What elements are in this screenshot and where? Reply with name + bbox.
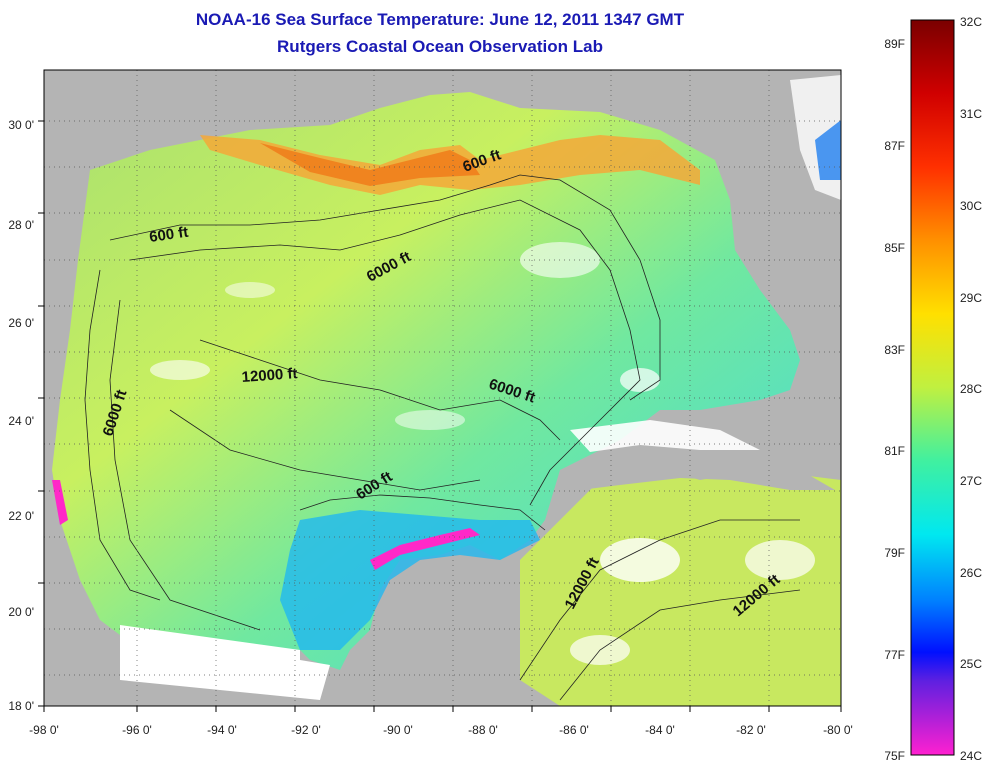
lon-tick-label: -98 0' xyxy=(29,723,59,737)
lat-tick-label: 28 0' xyxy=(8,218,34,232)
cb-label-c: 25C xyxy=(960,657,982,671)
cb-label-c: 29C xyxy=(960,291,982,305)
cuba-land xyxy=(560,450,835,490)
lon-tick-label: -84 0' xyxy=(645,723,675,737)
cb-label-c: 30C xyxy=(960,199,982,213)
cool-band xyxy=(280,510,540,650)
lat-tick-label: 30 0' xyxy=(8,118,34,132)
cb-label-c: 28C xyxy=(960,382,982,396)
lon-tick-label: -82 0' xyxy=(736,723,766,737)
longitude-labels: -98 0' -96 0' -94 0' -92 0' -90 0' -88 0… xyxy=(29,723,853,737)
cb-label-c: 24C xyxy=(960,749,982,763)
gulf-water xyxy=(52,92,800,670)
cb-label-c: 26C xyxy=(960,566,982,580)
cb-label-f: 87F xyxy=(884,139,905,153)
lon-tick-label: -92 0' xyxy=(291,723,321,737)
tick-marks xyxy=(38,120,842,712)
graticule xyxy=(44,70,841,706)
cb-label-f: 83F xyxy=(884,343,905,357)
lat-tick-label: 24 0' xyxy=(8,414,34,428)
cb-label-c: 31C xyxy=(960,107,982,121)
cb-label-c: 32C xyxy=(960,15,982,29)
cb-label-f: 89F xyxy=(884,37,905,51)
colorbar xyxy=(910,19,955,756)
map-subtitle: Rutgers Coastal Ocean Observation Lab xyxy=(277,37,603,56)
cb-label-f: 75F xyxy=(884,749,905,763)
lon-tick-label: -88 0' xyxy=(468,723,498,737)
contour-label: 600 ft xyxy=(148,224,189,246)
contour-label: 12000 ft xyxy=(241,365,298,386)
lat-tick-label: 18 0' xyxy=(8,699,34,713)
lon-tick-label: -94 0' xyxy=(207,723,237,737)
cb-label-f: 85F xyxy=(884,241,905,255)
colorbar-celsius-labels: 32C 31C 30C 29C 28C 27C 26C 25C 24C xyxy=(960,15,982,763)
map-title: NOAA-16 Sea Surface Temperature: June 12… xyxy=(195,10,685,29)
lon-tick-label: -80 0' xyxy=(823,723,853,737)
lat-tick-label: 26 0' xyxy=(8,316,34,330)
lon-tick-label: -90 0' xyxy=(383,723,413,737)
cb-label-f: 79F xyxy=(884,546,905,560)
cb-label-f: 81F xyxy=(884,444,905,458)
lat-tick-label: 20 0' xyxy=(8,605,34,619)
lon-tick-label: -86 0' xyxy=(559,723,589,737)
lat-tick-label: 22 0' xyxy=(8,509,34,523)
bathymetry-contours xyxy=(84,174,801,701)
lon-tick-label: -96 0' xyxy=(122,723,152,737)
cb-label-f: 77F xyxy=(884,648,905,662)
cloud-patch xyxy=(120,625,330,700)
latitude-labels: 30 0' 28 0' 26 0' 24 0' 22 0' 20 0' 18 0… xyxy=(8,118,34,713)
colorbar-fahrenheit-labels: 89F 87F 85F 83F 81F 79F 77F 75F xyxy=(884,37,905,763)
cb-label-c: 27C xyxy=(960,474,982,488)
